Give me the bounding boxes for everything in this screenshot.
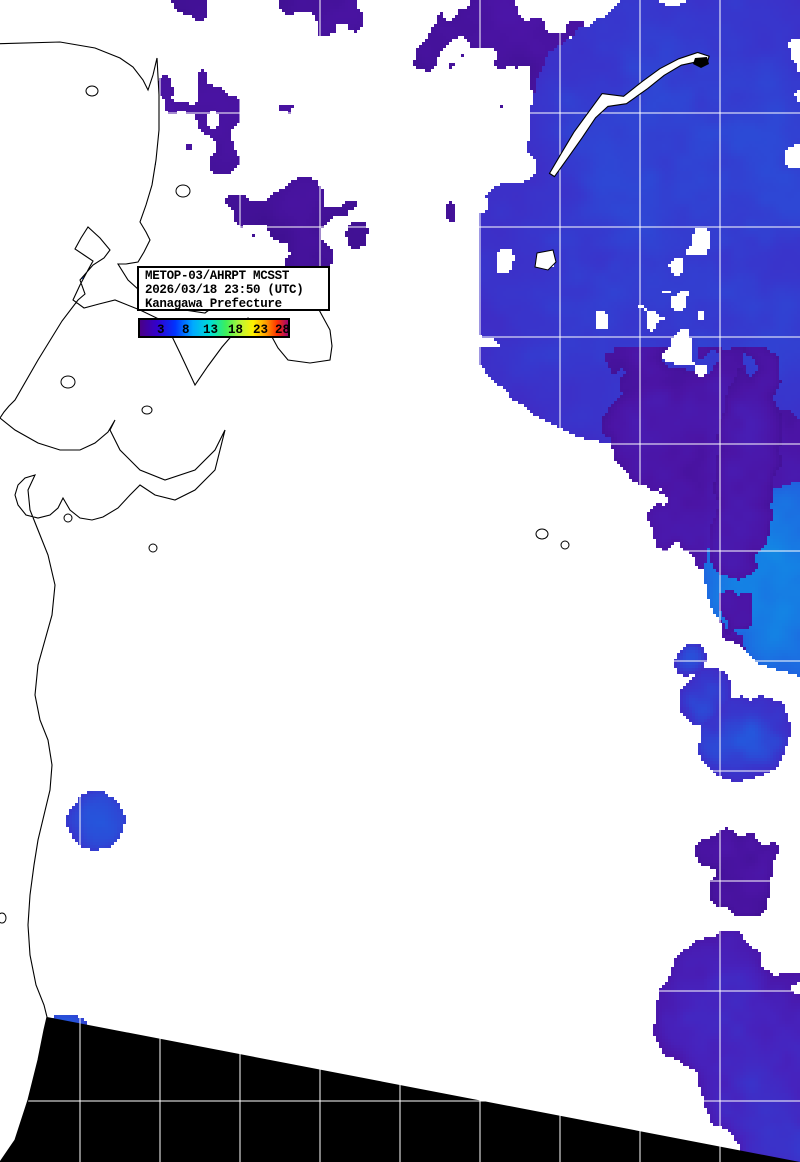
svg-text:23: 23 — [253, 323, 268, 337]
svg-text:28: 28 — [275, 323, 290, 337]
svg-text:METOP-03/AHRPT MCSST: METOP-03/AHRPT MCSST — [145, 269, 290, 283]
svg-text:3: 3 — [157, 323, 165, 337]
svg-text:2026/03/18 23:50 (UTC): 2026/03/18 23:50 (UTC) — [145, 283, 303, 297]
svg-text:13: 13 — [203, 323, 218, 337]
svg-text:8: 8 — [182, 323, 190, 337]
svg-text:18: 18 — [228, 323, 243, 337]
svg-text:Kanagawa Prefecture: Kanagawa Prefecture — [145, 297, 282, 311]
